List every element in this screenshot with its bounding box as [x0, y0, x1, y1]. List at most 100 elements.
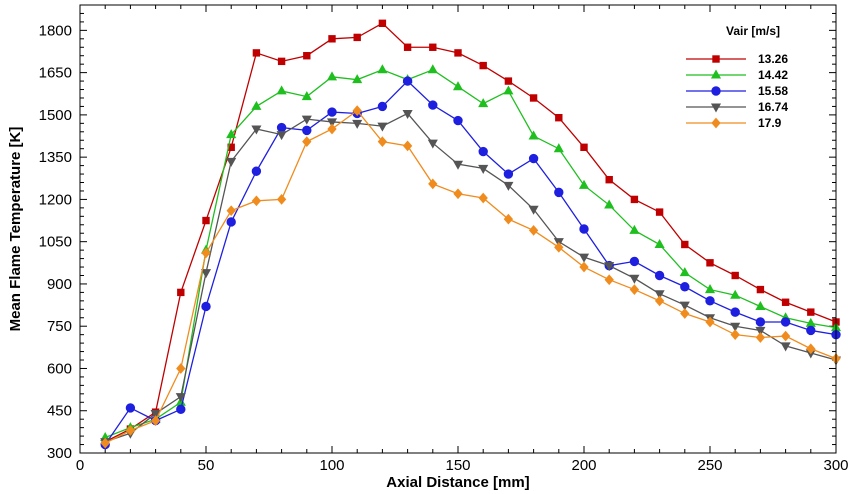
data-point: [629, 284, 640, 295]
data-point: [528, 205, 539, 215]
data-point: [554, 187, 564, 198]
data-point: [251, 195, 262, 207]
data-point: [302, 136, 312, 148]
y-tick-label: 1650: [39, 65, 72, 82]
data-point: [755, 300, 766, 310]
plot-frame: [79, 4, 837, 454]
data-point: [276, 194, 287, 205]
data-point: [528, 225, 539, 236]
data-point: [479, 61, 487, 70]
data-point: [807, 308, 815, 316]
data-point: [226, 205, 236, 217]
data-point: [177, 288, 185, 297]
data-point: [755, 326, 766, 336]
x-tick-label: 250: [697, 457, 722, 474]
legend-item: 17.9: [686, 116, 782, 130]
data-point: [276, 131, 287, 141]
data-point: [705, 316, 715, 328]
data-point: [428, 178, 438, 190]
data-point: [679, 267, 690, 277]
data-point: [553, 143, 564, 153]
y-tick-label: 1800: [39, 22, 72, 39]
data-point: [252, 49, 261, 57]
legend-item: 14.42: [686, 68, 788, 82]
data-point: [378, 19, 387, 28]
data-point: [781, 298, 790, 306]
data-point: [453, 115, 463, 126]
series-line: [104, 112, 837, 443]
data-point: [478, 146, 488, 157]
data-point: [578, 253, 590, 263]
data-point: [503, 181, 514, 191]
y-tick-label: 750: [47, 318, 72, 335]
data-point: [730, 289, 741, 299]
data-point: [301, 115, 312, 125]
data-point: [326, 71, 338, 81]
data-point: [604, 199, 615, 209]
data-point: [630, 195, 639, 204]
data-point: [353, 33, 361, 42]
data-point: [377, 64, 388, 74]
data-point: [226, 217, 236, 227]
data-point: [629, 224, 640, 234]
data-point: [680, 282, 690, 292]
data-point: [427, 64, 438, 74]
data-point: [478, 98, 489, 108]
series-16.74: [100, 109, 842, 448]
data-point: [377, 136, 388, 148]
data-point: [504, 77, 513, 85]
x-tick-label: 150: [445, 457, 470, 474]
data-point: [711, 86, 721, 96]
data-point: [452, 160, 464, 170]
legend-label: 16.74: [758, 100, 788, 114]
data-point: [377, 101, 388, 112]
data-point: [478, 164, 489, 174]
series-13.26: [101, 19, 840, 446]
data-point: [554, 241, 564, 253]
data-point: [327, 123, 337, 135]
data-point: [327, 107, 337, 117]
data-point: [679, 301, 690, 311]
data-point: [712, 55, 720, 63]
y-tick-label: 1200: [39, 191, 72, 208]
data-point: [604, 274, 614, 286]
data-point: [780, 317, 791, 327]
data-point: [710, 103, 722, 113]
data-point: [654, 290, 665, 300]
data-point: [402, 109, 413, 120]
data-point: [730, 329, 740, 341]
data-point: [201, 301, 211, 312]
legend-item: 15.58: [686, 84, 788, 98]
data-point: [276, 85, 287, 95]
data-point: [580, 143, 588, 151]
data-point: [711, 117, 721, 129]
series-17.9: [100, 105, 841, 449]
data-point: [654, 295, 665, 307]
data-point: [301, 91, 312, 101]
y-tick-label: 300: [47, 445, 72, 462]
legend-label: 17.9: [758, 116, 782, 130]
x-axis-title: Axial Distance [mm]: [386, 474, 529, 491]
data-point: [100, 437, 110, 449]
data-point: [352, 74, 363, 84]
data-point: [226, 129, 237, 139]
legend-label: 14.42: [758, 68, 788, 82]
series-layer: [100, 19, 842, 450]
data-point: [251, 125, 262, 135]
x-tick-label: 200: [571, 457, 596, 474]
data-point: [528, 130, 539, 140]
data-point: [303, 52, 311, 60]
data-point: [251, 166, 262, 176]
legend-item: 13.26: [686, 52, 788, 66]
legend-label: 15.58: [758, 84, 788, 98]
data-point: [755, 332, 766, 343]
data-point: [277, 57, 286, 66]
data-point: [454, 49, 462, 57]
data-point: [704, 284, 716, 294]
axis-ticks: [79, 4, 837, 454]
data-point: [428, 100, 438, 110]
data-point: [150, 415, 161, 426]
y-axis-title: Mean Flame Temperature [K]: [7, 127, 24, 332]
data-point: [731, 271, 739, 280]
